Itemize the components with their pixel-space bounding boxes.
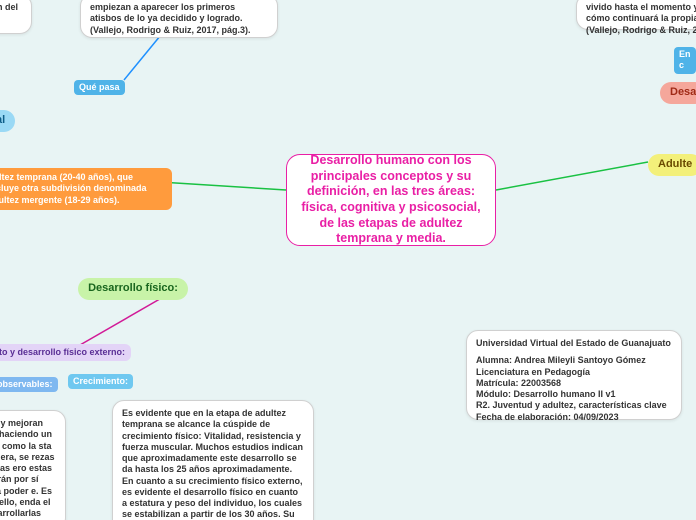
connector-lines [0, 0, 696, 520]
mindmap-canvas: rucción del , 2009, empiezan a aparecer … [0, 0, 696, 520]
textbox-top-right-cut: vivido hasta el momento y se c cómo cont… [576, 0, 696, 30]
credits-line2: Alumna: Andrea Mileyli Santoyo Gómez [476, 355, 672, 366]
node-des-externo[interactable]: iento y desarrollo físico externo: [0, 344, 131, 361]
textbox-top-mid: empiezan a aparecer los primeros atisbos… [80, 0, 278, 38]
central-topic-text: Desarrollo humano con los principales co… [295, 153, 487, 247]
textbox-topleft-cut: rucción del , 2009, [0, 0, 32, 34]
tag-crecimiento[interactable]: Crecimiento: [68, 374, 133, 389]
node-desa[interactable]: Desa [660, 82, 696, 104]
node-al[interactable]: al [0, 110, 15, 132]
central-topic[interactable]: Desarrollo humano con los principales co… [286, 154, 496, 246]
tag-en-c[interactable]: En c [674, 47, 696, 74]
tag-que-pasa[interactable]: Qué pasa [74, 80, 125, 95]
node-desarrollo-fisico[interactable]: Desarrollo físico: [78, 278, 188, 300]
credits-box: Universidad Virtual del Estado de Guanaj… [466, 330, 682, 420]
node-adultez-temprana[interactable]: dultez temprana (20-40 años), que incluy… [0, 168, 172, 210]
textbox-left-cut: dos y mejoran por haciendo un . así como… [0, 410, 66, 520]
tag-observables[interactable]: observables: [0, 377, 58, 392]
credits-line4: Matrícula: 22003568 [476, 378, 672, 389]
node-adultez[interactable]: Adulte [648, 154, 696, 176]
credits-line3: Licenciatura en Pedagogía [476, 367, 672, 378]
credits-line7: Fecha de elaboración: 04/09/2023 [476, 412, 672, 423]
textbox-growth: Es evidente que en la etapa de adultez t… [112, 400, 314, 520]
credits-line1: Universidad Virtual del Estado de Guanaj… [476, 338, 672, 349]
credits-line5: Módulo: Desarrollo humano II v1 [476, 389, 672, 400]
credits-line6: R2. Juventud y adultez, características … [476, 400, 672, 411]
